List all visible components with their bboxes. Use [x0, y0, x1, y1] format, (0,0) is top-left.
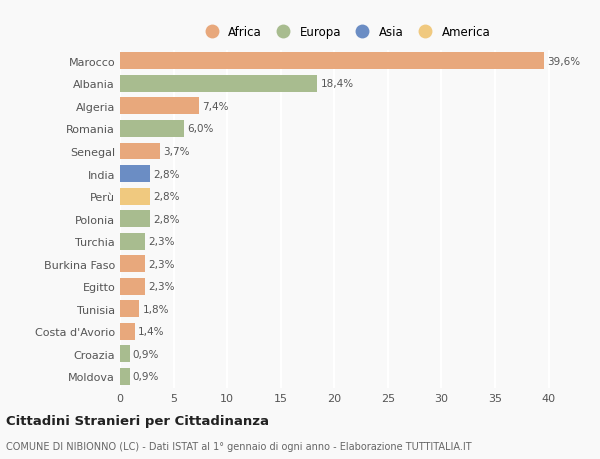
- Text: 0,9%: 0,9%: [133, 349, 159, 359]
- Text: 18,4%: 18,4%: [320, 79, 353, 89]
- Text: 6,0%: 6,0%: [187, 124, 214, 134]
- Text: 2,8%: 2,8%: [153, 169, 180, 179]
- Bar: [120, 301, 139, 318]
- Bar: [120, 166, 150, 183]
- Text: 7,4%: 7,4%: [203, 102, 229, 112]
- Text: 0,9%: 0,9%: [133, 372, 159, 381]
- Bar: [120, 346, 130, 363]
- Text: 39,6%: 39,6%: [548, 57, 581, 67]
- Bar: [120, 368, 130, 385]
- Bar: [120, 53, 544, 70]
- Text: 2,3%: 2,3%: [148, 259, 175, 269]
- Legend: Africa, Europa, Asia, America: Africa, Europa, Asia, America: [196, 22, 494, 43]
- Text: COMUNE DI NIBIONNO (LC) - Dati ISTAT al 1° gennaio di ogni anno - Elaborazione T: COMUNE DI NIBIONNO (LC) - Dati ISTAT al …: [6, 441, 472, 451]
- Bar: [120, 76, 317, 93]
- Bar: [120, 233, 145, 250]
- Text: 3,7%: 3,7%: [163, 147, 190, 157]
- Text: Cittadini Stranieri per Cittadinanza: Cittadini Stranieri per Cittadinanza: [6, 414, 269, 428]
- Text: 2,3%: 2,3%: [148, 237, 175, 246]
- Bar: [120, 143, 160, 160]
- Bar: [120, 188, 150, 205]
- Text: 2,8%: 2,8%: [153, 192, 180, 202]
- Bar: [120, 98, 199, 115]
- Text: 1,4%: 1,4%: [138, 327, 165, 336]
- Text: 2,3%: 2,3%: [148, 282, 175, 291]
- Bar: [120, 278, 145, 295]
- Bar: [120, 256, 145, 273]
- Text: 2,8%: 2,8%: [153, 214, 180, 224]
- Text: 1,8%: 1,8%: [143, 304, 169, 314]
- Bar: [120, 121, 184, 138]
- Bar: [120, 211, 150, 228]
- Bar: [120, 323, 135, 340]
